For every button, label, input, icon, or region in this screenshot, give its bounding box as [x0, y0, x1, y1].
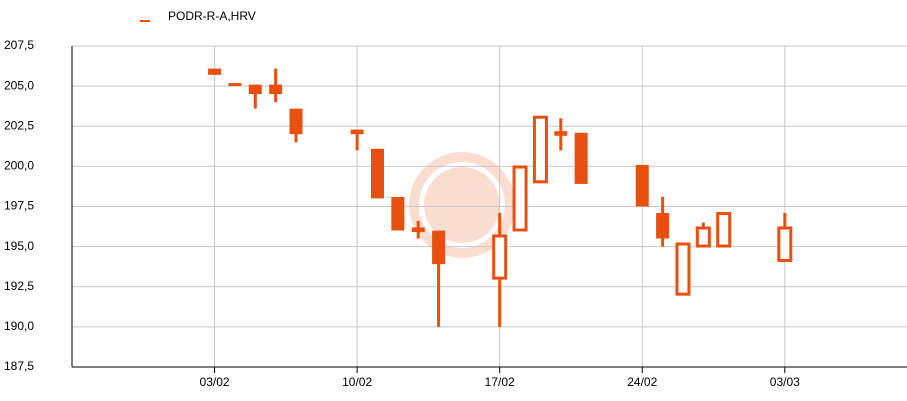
y-tick-label: 205,0 — [4, 78, 34, 92]
candle-body — [208, 68, 222, 75]
candle-body — [492, 234, 508, 280]
candle-body — [289, 108, 303, 135]
x-tick-label: 03/03 — [770, 375, 800, 389]
candle-body — [269, 84, 283, 95]
y-tick-label: 207,5 — [4, 38, 34, 52]
y-tick-label: 190,0 — [4, 319, 34, 333]
candle-body — [695, 226, 711, 248]
y-tick-label: 200,0 — [4, 159, 34, 173]
watermark — [409, 152, 515, 258]
x-tick-label: 24/02 — [627, 375, 657, 389]
candle-body — [391, 196, 405, 231]
candle-body — [635, 164, 649, 207]
candle-body — [248, 84, 262, 95]
candle-body — [411, 227, 425, 233]
candle-body — [532, 115, 548, 184]
y-tick-label: 187,5 — [4, 359, 34, 373]
candle-body — [350, 129, 364, 135]
candle-body — [675, 242, 691, 296]
candle-body — [554, 131, 568, 136]
candle-body — [432, 230, 446, 265]
x-tick-label: 17/02 — [485, 375, 515, 389]
y-tick-label: 202,5 — [4, 118, 34, 132]
legend-label: PODR-R-A,HRV — [168, 9, 256, 23]
watermark-disc — [424, 167, 500, 243]
candle-body — [228, 83, 242, 87]
watermark-ring — [409, 152, 515, 258]
y-tick-label: 192,5 — [4, 279, 34, 293]
x-tick-label: 03/02 — [200, 375, 230, 389]
y-tick-label: 197,5 — [4, 199, 34, 213]
candle-body — [574, 132, 588, 184]
candle-body — [370, 148, 384, 199]
candle-body — [716, 212, 732, 248]
x-tick-label: 10/02 — [342, 375, 372, 389]
candle-body — [656, 213, 670, 239]
candle-body — [777, 226, 793, 262]
y-tick-label: 195,0 — [4, 239, 34, 253]
candle-body — [512, 165, 528, 232]
